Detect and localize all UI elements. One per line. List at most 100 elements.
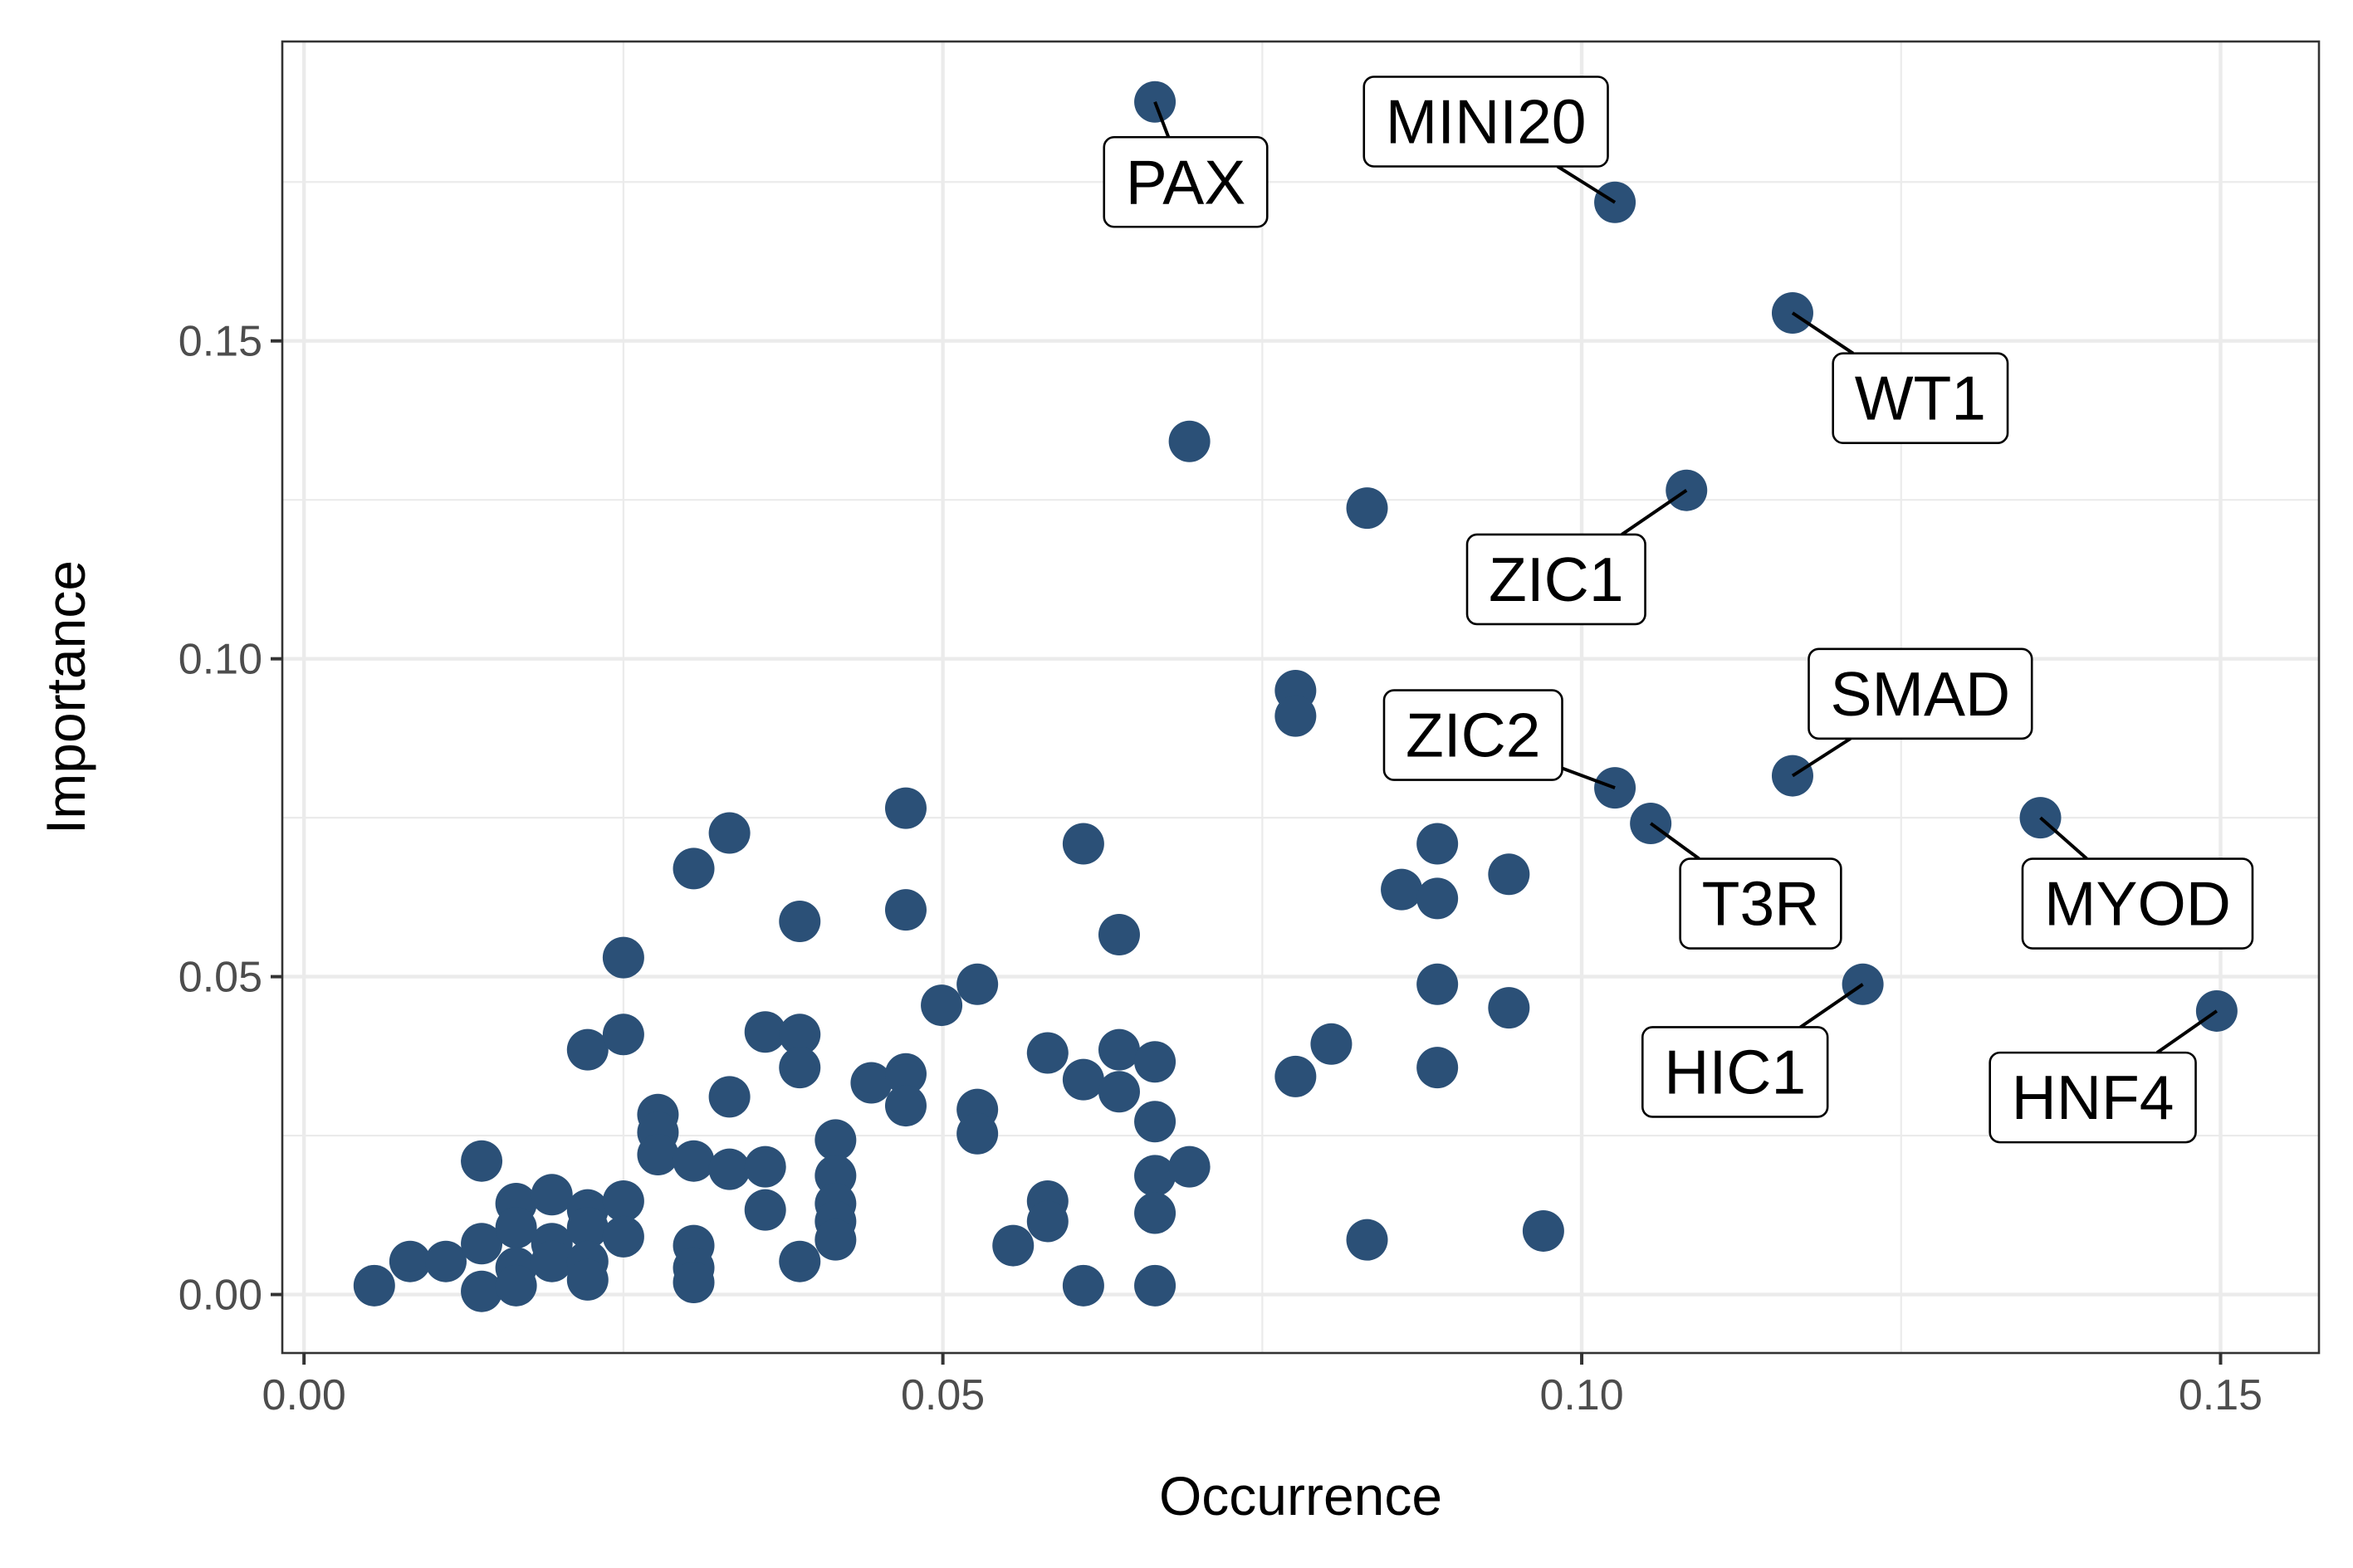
data-point xyxy=(353,1264,395,1307)
data-point xyxy=(1134,1155,1176,1197)
annotation-pax: PAX xyxy=(1103,101,1269,228)
data-point xyxy=(814,1219,857,1261)
data-point xyxy=(531,1174,573,1216)
data-point xyxy=(1346,487,1388,530)
leader-line xyxy=(1561,766,1616,790)
data-point xyxy=(850,1062,893,1104)
data-point xyxy=(744,1011,786,1053)
x-tick-label: 0.00 xyxy=(262,1371,346,1419)
annotation-label: ZIC1 xyxy=(1489,545,1624,614)
label-box xyxy=(1641,1026,1829,1118)
annotation-hic1: HIC1 xyxy=(1641,983,1864,1118)
data-point xyxy=(708,812,751,854)
data-point xyxy=(884,1085,927,1127)
label-box xyxy=(1989,1051,2197,1144)
data-point xyxy=(779,1047,821,1089)
annotation-zic2: ZIC2 xyxy=(1382,689,1616,790)
data-point xyxy=(921,984,963,1027)
label-box xyxy=(1465,533,1646,626)
label-box xyxy=(1103,135,1269,228)
y-tick-label: 0.10 xyxy=(179,636,262,684)
data-point xyxy=(744,1189,786,1231)
annotation-label: PAX xyxy=(1126,147,1246,217)
data-point xyxy=(1098,1028,1140,1071)
data-point xyxy=(744,1145,786,1188)
data-point xyxy=(1416,877,1459,920)
annotation-mini20: MINI20 xyxy=(1362,76,1617,204)
leader-line xyxy=(1791,737,1852,778)
data-point xyxy=(814,1119,857,1161)
data-point xyxy=(884,1053,927,1095)
data-point xyxy=(956,963,999,1005)
annotation-hnf4: HNF4 xyxy=(1989,1009,2218,1144)
data-point xyxy=(602,1014,644,1056)
leader-line xyxy=(2039,816,2088,861)
data-point xyxy=(673,1261,715,1303)
y-tick-label: 0.05 xyxy=(179,954,262,1002)
data-point xyxy=(1522,1209,1564,1252)
data-point xyxy=(708,1148,751,1190)
annotation-label: HIC1 xyxy=(1664,1037,1806,1106)
x-tick-label: 0.05 xyxy=(901,1371,985,1419)
annotation-label: MINI20 xyxy=(1386,87,1587,157)
data-point xyxy=(1098,1071,1140,1113)
annotation-label: WT1 xyxy=(1855,364,1986,433)
data-point xyxy=(1062,1058,1104,1101)
data-point xyxy=(1168,1145,1211,1188)
annotation-labels: PAX MINI20 WT1 ZIC1 SMAD ZIC2 T3R MYOD HIC1 HNF4 xyxy=(1103,76,2254,1144)
data-point xyxy=(1274,695,1317,737)
data-point xyxy=(461,1223,503,1265)
data-point xyxy=(566,1258,609,1301)
data-point xyxy=(1346,1219,1388,1261)
data-point xyxy=(1416,963,1459,1005)
data-point xyxy=(1416,1047,1459,1089)
x-axis-title: Occurrence xyxy=(1159,1465,1442,1526)
axes: 0.00 0.05 0.10 0.15 0.00 0.05 0.10 0.15 xyxy=(179,318,2262,1419)
panel-border xyxy=(281,40,2321,1355)
data-point xyxy=(1134,1192,1176,1234)
data-point xyxy=(637,1134,679,1176)
data-point xyxy=(708,1076,751,1118)
annotation-t3r: T3R xyxy=(1649,822,1842,950)
leader-line xyxy=(1556,164,1617,204)
data-point xyxy=(779,900,821,942)
annotation-label: MYOD xyxy=(2044,869,2231,939)
data-point xyxy=(1026,1032,1069,1074)
data-point xyxy=(1416,823,1459,865)
label-box xyxy=(1679,857,1842,950)
data-point xyxy=(602,1180,644,1222)
y-tick-label: 0.15 xyxy=(179,318,262,366)
data-point xyxy=(389,1240,431,1282)
data-point xyxy=(673,848,715,890)
data-point xyxy=(992,1224,1035,1267)
data-point xyxy=(1134,1041,1176,1083)
leader-line xyxy=(1621,489,1688,536)
data-point xyxy=(1098,914,1140,956)
data-point xyxy=(779,1240,821,1282)
data-point xyxy=(602,936,644,979)
data-point xyxy=(461,1140,503,1182)
data-point xyxy=(566,1028,609,1071)
y-axis-title: Importance xyxy=(35,560,96,834)
leader-line xyxy=(1153,101,1171,138)
minor-gridlines xyxy=(282,42,2319,1353)
leader-line xyxy=(1799,983,1864,1029)
data-point xyxy=(495,1264,537,1307)
label-box xyxy=(1362,76,1609,168)
annotation-label: ZIC2 xyxy=(1406,701,1541,770)
annotation-zic1: ZIC1 xyxy=(1465,489,1688,626)
data-point xyxy=(884,889,927,931)
data-point xyxy=(1026,1200,1069,1243)
data-point xyxy=(1488,987,1530,1029)
annotation-label: T3R xyxy=(1702,869,1820,939)
data-point xyxy=(1134,1264,1176,1307)
data-point xyxy=(779,1014,821,1056)
y-tick-label: 0.00 xyxy=(179,1272,262,1320)
data-point xyxy=(884,787,927,829)
label-box xyxy=(2021,857,2254,950)
leader-line xyxy=(1649,822,1700,861)
data-point xyxy=(1310,1023,1353,1065)
data-point xyxy=(1062,823,1104,865)
